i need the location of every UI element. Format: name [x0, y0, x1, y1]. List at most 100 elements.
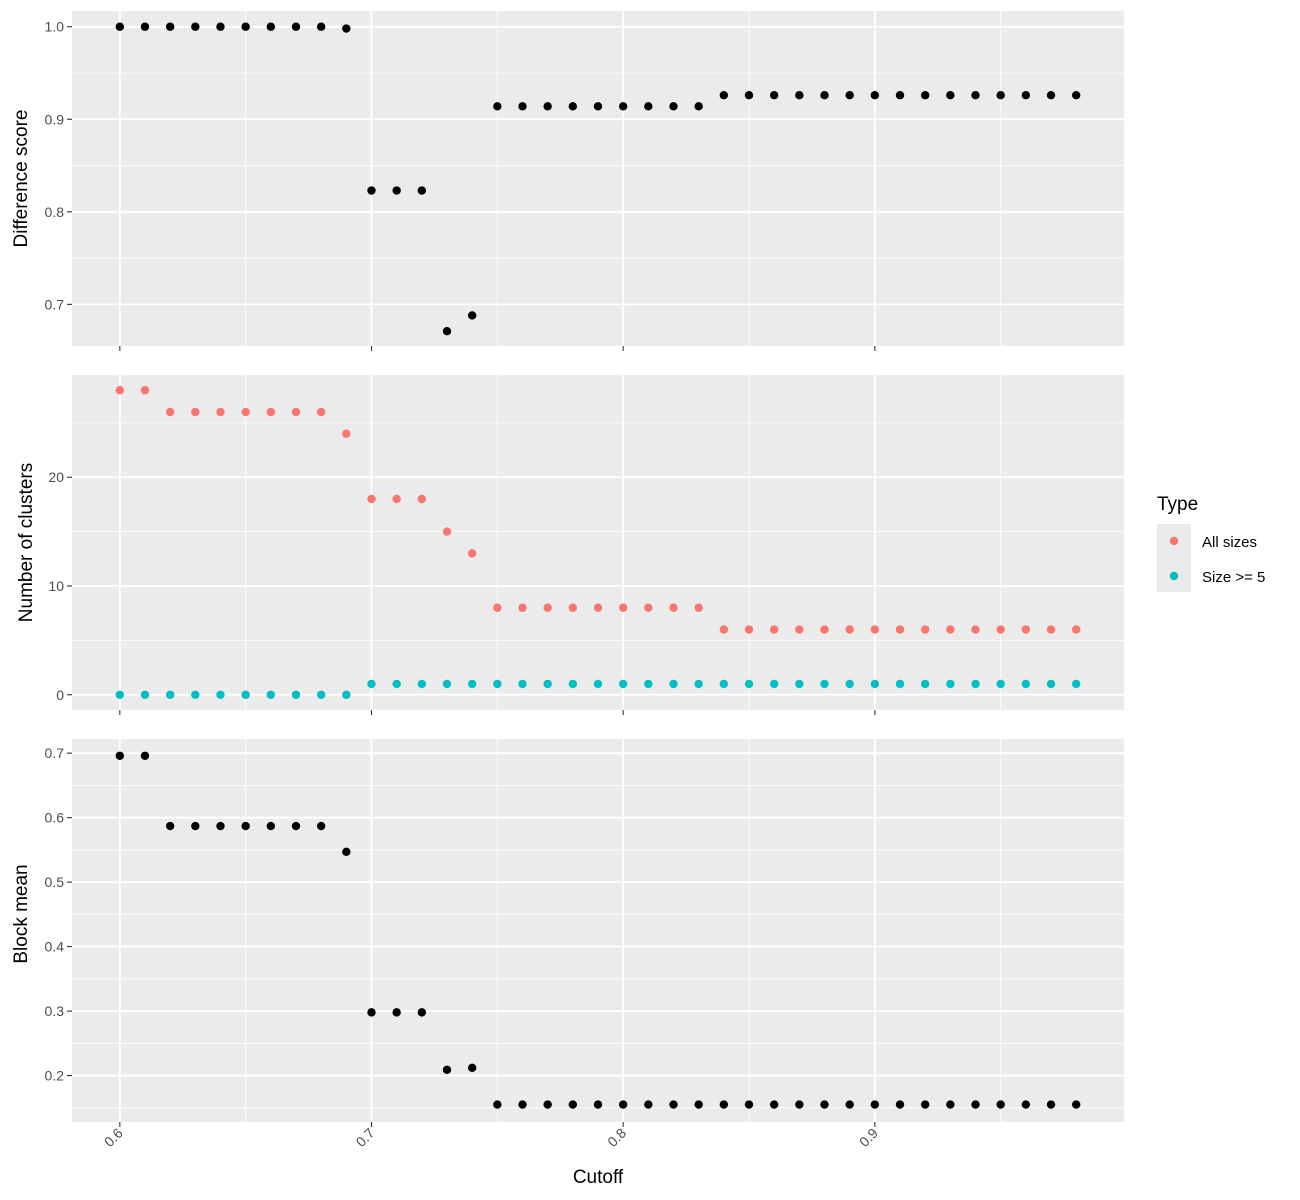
data-point — [518, 1100, 527, 1109]
y-axis-title-block-mean: Block mean — [11, 864, 32, 963]
data-point — [115, 386, 125, 395]
panel-difference-score: 0.7 0.8 0.9 1.0 — [45, 11, 1124, 351]
data-point — [820, 91, 829, 100]
data-point — [1071, 679, 1081, 689]
data-point — [895, 625, 905, 634]
data-point — [568, 603, 578, 612]
data-point — [1046, 625, 1056, 634]
y-tick-label: 0.2 — [45, 1068, 65, 1084]
data-point — [140, 690, 150, 699]
data-point — [946, 91, 955, 100]
data-point — [115, 751, 125, 760]
legend-label-size-5: Size >= 5 — [1202, 569, 1265, 586]
data-point — [618, 603, 628, 612]
data-point — [744, 1100, 754, 1109]
data-point — [795, 625, 804, 634]
data-point — [593, 603, 603, 612]
data-point — [644, 1100, 653, 1109]
data-point — [140, 22, 150, 31]
data-point — [543, 1100, 552, 1109]
data-point — [493, 1100, 502, 1109]
data-point — [291, 821, 301, 831]
data-point — [946, 625, 955, 634]
data-point — [694, 102, 703, 111]
data-point — [392, 186, 401, 195]
data-point — [820, 1100, 829, 1109]
panel-background — [72, 11, 1124, 346]
data-point — [467, 549, 477, 558]
y-tick-label: 0.8 — [45, 204, 65, 220]
data-point — [996, 679, 1005, 689]
data-point — [518, 679, 527, 689]
data-point — [971, 625, 980, 634]
data-point — [870, 679, 880, 689]
y-tick-label: 10 — [48, 578, 64, 594]
panel-background — [72, 375, 1124, 710]
data-point — [971, 679, 980, 689]
data-point — [618, 679, 628, 689]
data-point — [1021, 91, 1031, 100]
data-point — [165, 22, 175, 31]
data-point — [216, 690, 225, 699]
data-point — [744, 625, 754, 634]
data-point — [971, 1100, 980, 1109]
data-point — [316, 821, 326, 831]
data-point — [442, 527, 452, 536]
data-point — [719, 91, 729, 100]
x-axis-title: Cutoff — [573, 1167, 624, 1188]
data-point — [920, 91, 930, 100]
data-point — [442, 1065, 452, 1074]
data-point — [568, 679, 578, 689]
data-point — [241, 690, 250, 699]
data-point — [769, 625, 779, 634]
data-point — [1046, 91, 1056, 100]
data-point — [291, 22, 301, 31]
data-point — [895, 1100, 905, 1109]
data-point — [417, 494, 427, 504]
data-point — [115, 22, 125, 31]
data-point — [140, 386, 150, 395]
y-tick-label: 0.4 — [45, 939, 65, 955]
data-point — [417, 1008, 427, 1017]
data-point — [266, 690, 276, 699]
data-point — [191, 22, 200, 31]
data-point — [769, 91, 779, 100]
y-tick-label: 0.5 — [45, 874, 65, 890]
data-point — [367, 494, 376, 504]
data-point — [795, 1100, 804, 1109]
data-point — [1046, 679, 1056, 689]
legend: Type All sizes Size >= 5 — [1157, 494, 1265, 592]
data-point — [669, 679, 678, 689]
data-point — [870, 625, 880, 634]
data-point — [820, 625, 829, 634]
data-point — [1021, 625, 1031, 634]
data-point — [694, 1100, 703, 1109]
y-tick-label: 0.9 — [45, 111, 65, 127]
data-point — [669, 603, 678, 612]
data-point — [618, 1100, 628, 1109]
data-point — [920, 679, 930, 689]
data-point — [392, 679, 401, 689]
data-point — [644, 102, 653, 111]
data-point — [392, 1008, 401, 1017]
data-point — [870, 91, 880, 100]
data-point — [367, 679, 376, 689]
data-point — [291, 690, 301, 699]
data-point — [1046, 1100, 1056, 1109]
y-axis-title-difference-score: Difference score — [11, 110, 32, 248]
data-point — [342, 690, 351, 699]
data-point — [895, 91, 905, 100]
data-point — [342, 429, 351, 438]
y-tick-label: 0.3 — [45, 1003, 65, 1019]
legend-title: Type — [1157, 494, 1198, 515]
data-point — [719, 1100, 729, 1109]
data-point — [996, 91, 1005, 100]
data-point — [216, 407, 225, 417]
data-point — [593, 1100, 603, 1109]
data-point — [996, 1100, 1005, 1109]
data-point — [568, 1100, 578, 1109]
data-point — [266, 407, 276, 417]
data-point — [417, 186, 427, 195]
data-point — [820, 679, 829, 689]
